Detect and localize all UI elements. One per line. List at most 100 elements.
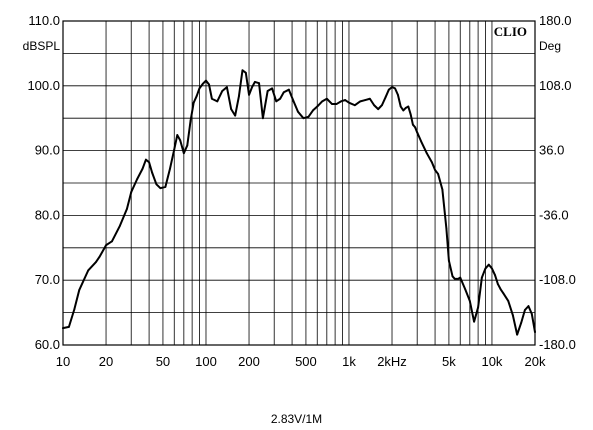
spl-data-point xyxy=(321,100,324,103)
left-axis-tick-label: 80.0 xyxy=(35,207,60,222)
spl-data-point xyxy=(241,69,244,72)
spl-data-point xyxy=(507,300,510,302)
spl-data-point xyxy=(368,97,371,100)
spl-data-point xyxy=(130,191,133,193)
measurement-condition-caption: 2.83V/1M xyxy=(270,412,323,426)
spl-data-point xyxy=(340,100,342,103)
spl-data-point xyxy=(404,106,407,109)
spl-data-point xyxy=(198,87,201,90)
left-axis-tick-label: 60.0 xyxy=(35,337,60,352)
spl-data-point xyxy=(451,275,454,278)
chart-grid xyxy=(63,21,535,345)
spl-data-point xyxy=(487,263,490,266)
spl-data-point xyxy=(169,167,171,170)
spl-data-point xyxy=(292,100,295,103)
spl-data-point xyxy=(437,173,439,175)
spl-data-point xyxy=(448,259,450,262)
spl-data-point xyxy=(261,117,264,120)
x-axis-tick-label: 5k xyxy=(442,354,456,369)
spl-data-point xyxy=(430,161,433,164)
spl-data-point xyxy=(248,93,250,96)
spl-data-point xyxy=(381,104,383,107)
x-axis-tick-label: 10k xyxy=(481,354,502,369)
spl-data-point xyxy=(258,82,260,85)
spl-data-point xyxy=(434,169,436,171)
right-axis-tick-label: 180.0 xyxy=(539,13,572,28)
spl-data-point xyxy=(98,255,101,258)
spl-response-curve xyxy=(62,69,536,336)
right-axis-tick-label: 108.0 xyxy=(539,78,572,93)
x-axis-tick-label: 50 xyxy=(156,354,170,369)
spl-data-point xyxy=(221,90,224,92)
spl-data-point xyxy=(312,109,314,112)
spl-data-point xyxy=(275,100,278,103)
spl-data-point xyxy=(335,103,338,105)
spl-data-point xyxy=(251,86,253,88)
spl-data-point xyxy=(78,289,81,291)
spl-data-point xyxy=(164,185,167,188)
spl-data-point xyxy=(148,161,150,164)
x-axis-tick-label: 10 xyxy=(56,354,70,369)
spl-data-point xyxy=(359,100,362,103)
spl-data-point xyxy=(407,105,410,108)
spl-data-point xyxy=(496,283,499,285)
spl-data-point xyxy=(477,306,479,309)
spl-data-point xyxy=(244,71,247,74)
spl-data-point xyxy=(414,126,416,129)
spl-data-point xyxy=(364,99,367,101)
x-axis-tick-label: 1k xyxy=(342,354,356,369)
clio-brand-label: CLIO xyxy=(494,24,527,39)
spl-data-point xyxy=(348,101,350,104)
x-axis-tick-labels: 10 20 50 100 200 500 1k 2kHz 5k 10k 20k xyxy=(56,354,546,369)
right-axis-tick-label: 36.0 xyxy=(539,143,564,158)
spl-data-point xyxy=(464,288,467,291)
spl-data-point xyxy=(95,261,97,263)
spl-data-point xyxy=(353,104,356,107)
spl-data-point xyxy=(279,97,282,100)
spl-data-point xyxy=(502,292,505,295)
spl-data-point xyxy=(201,82,204,85)
spl-data-point xyxy=(297,110,299,113)
spl-data-point xyxy=(208,83,210,86)
left-axis-tick-label: 100.0 xyxy=(27,78,60,93)
spl-data-point xyxy=(238,95,240,98)
spl-data-point xyxy=(457,278,460,280)
spl-data-point xyxy=(344,99,347,101)
spl-data-point xyxy=(494,274,496,276)
spl-data-point xyxy=(420,140,423,143)
spl-data-point xyxy=(287,88,290,91)
spl-data-point xyxy=(373,104,376,107)
spl-data-point xyxy=(397,93,399,96)
spl-data-point xyxy=(534,331,536,333)
spl-data-point xyxy=(211,97,213,100)
left-axis-unit: dBSPL xyxy=(23,39,61,53)
spl-data-point xyxy=(62,327,64,330)
spl-data-point xyxy=(409,113,412,116)
spl-data-point xyxy=(159,187,162,190)
spl-data-point xyxy=(73,308,76,311)
x-axis-tick-label: 2kHz xyxy=(377,354,407,369)
spl-data-point xyxy=(136,178,139,181)
spl-data-point xyxy=(182,152,185,155)
spl-data-point xyxy=(459,276,462,279)
spl-data-point xyxy=(391,86,393,88)
spl-data-point xyxy=(145,158,147,161)
spl-data-point xyxy=(499,288,502,291)
spl-data-point xyxy=(179,139,182,142)
spl-data-point xyxy=(302,117,305,120)
spl-data-point xyxy=(480,276,483,279)
x-axis-tick-label: 100 xyxy=(195,354,217,369)
spl-data-point xyxy=(189,119,192,122)
spl-data-points xyxy=(62,69,536,336)
spl-data-point xyxy=(155,183,158,186)
x-axis-tick-label: 20k xyxy=(525,354,546,369)
right-axis-tick-label: -36.0 xyxy=(539,207,569,222)
spl-data-point xyxy=(491,267,493,270)
spl-data-point xyxy=(530,313,533,315)
right-axis-tick-labels: 180.0 108.0 36.0 -36.0 -108.0 -180.0 xyxy=(539,13,576,352)
left-axis-tick-label: 110.0 xyxy=(28,13,60,28)
spl-data-point xyxy=(87,269,90,272)
spl-data-point xyxy=(141,167,144,170)
spl-data-point xyxy=(484,267,487,270)
